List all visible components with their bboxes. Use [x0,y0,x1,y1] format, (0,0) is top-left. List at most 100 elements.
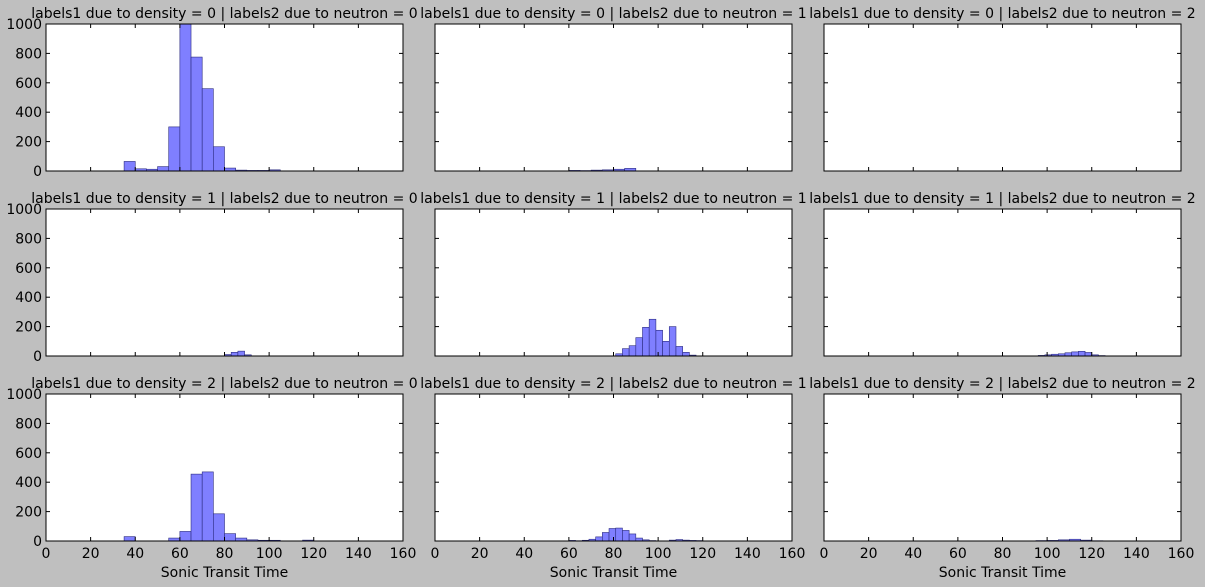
histogram-bar [190,56,203,172]
histogram-bar [675,346,683,357]
y-tick-label: 1000 [6,202,42,218]
histogram-bar [190,473,203,542]
x-tick-label: 60 [560,546,578,562]
x-tick-label: 0 [820,546,829,562]
histogram-bar [213,513,225,542]
x-tick-label: 120 [300,546,327,562]
histogram-bar [608,528,617,542]
panel-title: labels1 due to density = 1 | labels2 due… [420,191,806,207]
histogram-bar [168,126,181,172]
x-tick-label: 40 [515,546,533,562]
histogram-bar [179,531,192,542]
panel-title: labels1 due to density = 0 | labels2 due… [420,6,806,22]
plot-area [824,24,1181,171]
histogram-bar [668,326,677,357]
histogram-bar [123,161,136,172]
histogram-bar [662,340,670,357]
panel-title: labels1 due to density = 1 | labels2 due… [31,191,417,207]
x-tick-label: 80 [994,546,1012,562]
y-tick-label: 400 [15,290,42,306]
x-tick-label: 100 [256,546,283,562]
histogram-bar [655,329,663,357]
facet-panel-r0-c1: labels1 due to density = 0 | labels2 due… [420,6,807,172]
plot-area [824,394,1181,541]
y-tick-label: 400 [15,475,42,491]
x-axis-label: Sonic Transit Time [550,565,677,581]
plot-area [435,394,792,541]
x-tick-label: 20 [860,546,878,562]
x-tick-label: 100 [645,546,672,562]
y-tick-label: 1000 [6,387,42,403]
x-tick-label: 160 [1168,546,1195,562]
panel-title: labels1 due to density = 2 | labels2 due… [31,376,417,392]
histogram-bar [628,345,637,357]
x-tick-label: 60 [171,546,189,562]
histogram-bar [635,337,643,357]
histogram-bar [123,536,136,542]
x-tick-label: 60 [949,546,967,562]
x-tick-label: 0 [431,546,440,562]
x-tick-label: 160 [779,546,806,562]
histogram-bar [622,348,630,357]
y-tick-label: 800 [15,416,42,432]
panel-title: labels1 due to density = 0 | labels2 due… [809,6,1195,22]
plot-area [824,209,1181,356]
histogram-bar [648,318,657,357]
histogram-bar [622,530,630,542]
x-tick-label: 140 [734,546,761,562]
y-tick-label: 400 [15,105,42,121]
histogram-bar [1084,352,1093,357]
facet-panel-r0-c2: labels1 due to density = 0 | labels2 due… [809,6,1196,172]
histogram-bar [1071,351,1079,357]
x-axis-label: Sonic Transit Time [161,565,288,581]
x-tick-label: 0 [42,546,51,562]
histogram-bar [1078,350,1086,357]
histogram-bar [615,527,623,542]
histogram-bar [642,327,650,357]
y-tick-label: 0 [33,349,42,365]
y-tick-label: 200 [15,505,42,521]
x-tick-label: 140 [1123,546,1150,562]
x-axis-label: Sonic Transit Time [939,565,1066,581]
facet-panel-r1-c1: labels1 due to density = 1 | labels2 due… [420,191,807,357]
histogram-bar [230,352,239,357]
y-tick-label: 200 [15,135,42,151]
x-tick-label: 120 [689,546,716,562]
facet-panel-r1-c2: labels1 due to density = 1 | labels2 due… [809,191,1196,357]
plot-area [435,209,792,356]
plot-area [435,24,792,171]
histogram-bar [157,166,170,172]
plot-area [46,209,403,356]
histogram-bar [201,88,214,172]
x-tick-label: 20 [82,546,100,562]
histogram-bar [595,536,603,542]
y-tick-label: 600 [15,76,42,92]
y-tick-label: 800 [15,46,42,62]
histogram-bar [237,350,245,357]
panel-title: labels1 due to density = 1 | labels2 due… [809,191,1195,207]
x-tick-label: 80 [605,546,623,562]
y-tick-label: 600 [15,261,42,277]
x-tick-label: 100 [1034,546,1061,562]
y-tick-label: 200 [15,320,42,336]
panel-title: labels1 due to density = 0 | labels2 due… [31,6,417,22]
histogram-bar [602,532,610,542]
x-tick-label: 20 [471,546,489,562]
panel-title: labels1 due to density = 2 | labels2 due… [420,376,806,392]
x-tick-label: 40 [904,546,922,562]
histogram-bar [682,352,690,357]
x-tick-label: 160 [390,546,417,562]
y-tick-label: 0 [33,164,42,180]
facet-panel-r2-c1: 0 20 40 60 80 100 120 140 160 labels1 due to dens… [420,376,806,581]
x-tick-label: 140 [345,546,372,562]
facet-panel-r2-c2: 0 20 40 60 80 100 120 140 160 labels1 due to dens… [809,376,1195,581]
x-tick-label: 120 [1078,546,1105,562]
y-tick-label: 1000 [6,17,42,33]
histogram-bar [224,533,236,542]
x-tick-label: 40 [126,546,144,562]
histogram-bar [179,23,192,172]
